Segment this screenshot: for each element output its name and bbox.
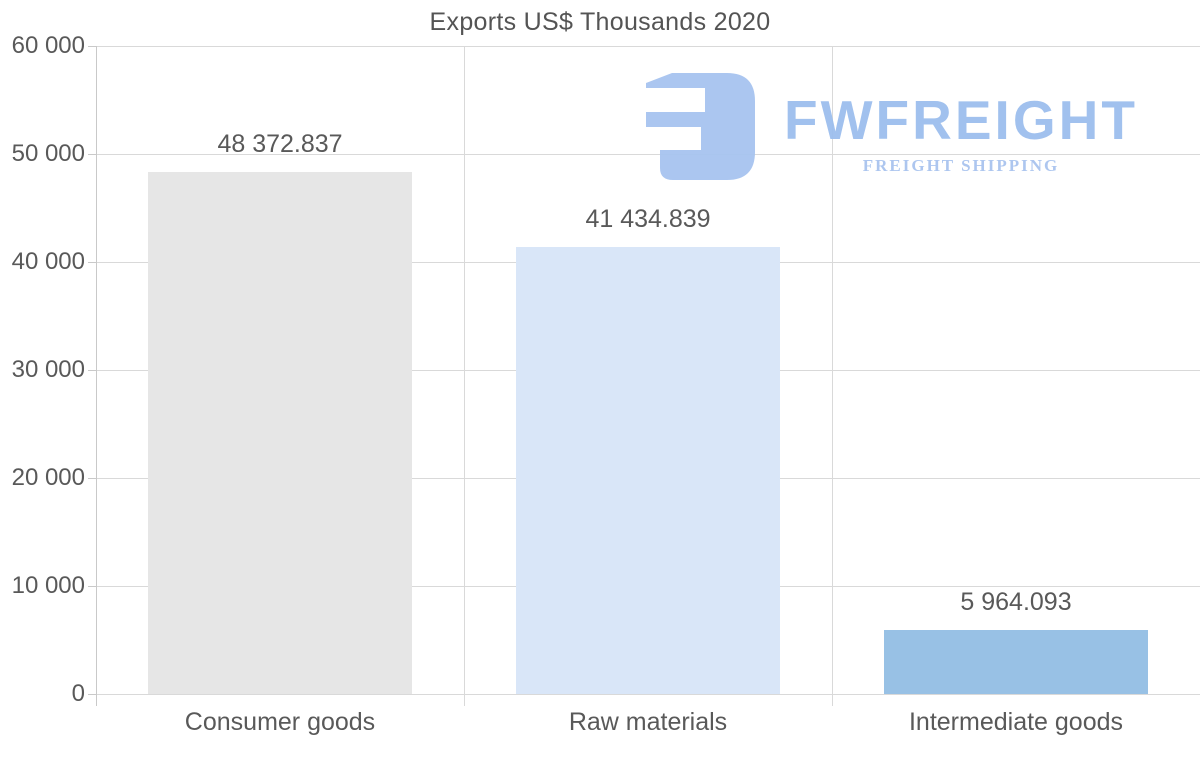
y-axis-tick [88, 477, 96, 479]
y-axis-tick-label: 50 000 [11, 140, 85, 167]
category-label: Consumer goods [184, 708, 376, 736]
bar [516, 246, 780, 694]
y-axis-tick [88, 261, 96, 263]
y-axis-tick [88, 693, 96, 695]
bar [884, 629, 1148, 694]
y-axis-tick-label: 40 000 [11, 248, 85, 275]
chart-title: Exports US$ Thousands 2020 [429, 8, 771, 36]
logo-glyph-path [646, 73, 755, 180]
brand-tagline: FREIGHT SHIPPING [862, 156, 1060, 175]
gridline-y [96, 153, 1200, 155]
y-axis-tick-label: 60 000 [11, 32, 85, 59]
bar-value-label: 5 964.093 [960, 587, 1072, 616]
brand-name: FWFREIGHT [784, 89, 1138, 151]
category-separator [831, 46, 833, 706]
y-axis-tick-label: 20 000 [11, 464, 85, 491]
y-axis-line [95, 46, 97, 706]
y-axis-tick [88, 45, 96, 47]
fwfreight-logo-icon [646, 73, 755, 180]
y-axis-tick [88, 585, 96, 587]
category-label: Raw materials [568, 708, 728, 736]
bar [148, 171, 412, 694]
y-axis-tick-label: 10 000 [11, 572, 85, 599]
y-axis-tick-label: 30 000 [11, 356, 85, 383]
y-axis-tick [88, 369, 96, 371]
y-axis-tick [88, 153, 96, 155]
bar-value-label: 48 372.837 [217, 129, 343, 158]
y-axis-tick-label: 0 [71, 680, 85, 707]
category-separator [463, 46, 465, 706]
category-label: Intermediate goods [908, 708, 1124, 736]
gridline-y [96, 693, 1200, 695]
gridline-y [96, 45, 1200, 47]
bar-value-label: 41 434.839 [585, 204, 711, 233]
